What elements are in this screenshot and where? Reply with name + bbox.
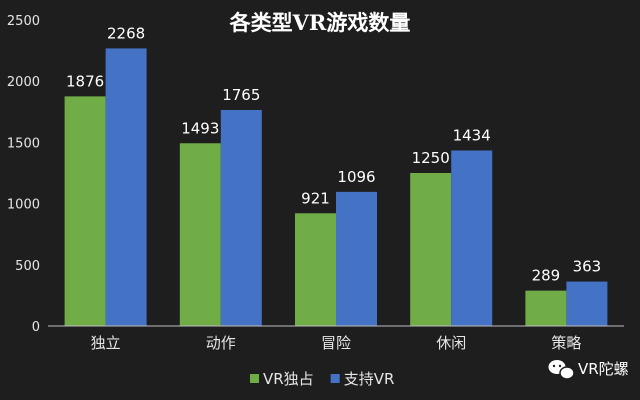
y-tick-label: 0: [32, 320, 40, 335]
bar: [105, 48, 147, 327]
wechat-icon: [548, 360, 575, 380]
data-label: 1096: [337, 168, 375, 186]
y-tick-label: 1500: [7, 136, 40, 151]
x-tick-label: 动作: [206, 334, 236, 352]
bar: [220, 109, 262, 327]
data-label: 1250: [412, 149, 450, 167]
data-label: 1765: [222, 86, 260, 104]
data-label: 363: [573, 258, 602, 276]
data-label: 1434: [453, 126, 491, 144]
x-tick-label: 休闲: [436, 334, 466, 352]
x-axis: 独立 动作 冒险 休闲 策略: [91, 334, 582, 352]
legend-entry: VR独占: [263, 370, 314, 388]
data-label: 289: [532, 267, 561, 285]
bar: [336, 191, 377, 326]
bar: [410, 173, 452, 326]
y-tick-label: 1000: [7, 198, 40, 213]
legend-swatch: [250, 374, 259, 383]
y-tick-label: 500: [15, 259, 40, 274]
x-tick-label: 独立: [91, 334, 121, 352]
y-axis: 0 500 1000 1500 2000 2500: [7, 14, 40, 335]
chart-title: 各类型VR游戏数量: [229, 10, 411, 35]
x-tick-label: 冒险: [321, 334, 351, 352]
data-label: 1876: [66, 72, 104, 90]
data-label: 2268: [107, 24, 145, 42]
x-tick-label: 策略: [551, 334, 581, 352]
data-label: 921: [301, 189, 330, 207]
bar: [179, 143, 221, 326]
legend-entry: 支持VR: [344, 370, 395, 388]
bar: [451, 150, 493, 326]
bar: [295, 213, 336, 326]
y-tick-label: 2000: [7, 75, 40, 90]
y-tick-label: 2500: [7, 14, 40, 29]
watermark: VR陀螺: [548, 360, 629, 380]
bar: [566, 281, 608, 326]
bar: [64, 96, 106, 327]
watermark-text: VR陀螺: [578, 360, 629, 378]
bar: [525, 290, 567, 326]
legend-swatch: [330, 374, 340, 383]
data-label: 1493: [181, 119, 219, 137]
legend: VR独占 支持VR: [250, 370, 394, 388]
